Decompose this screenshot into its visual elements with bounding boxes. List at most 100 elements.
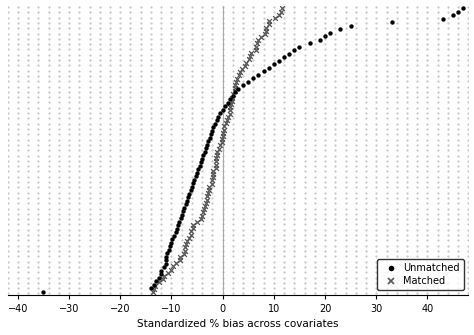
Point [203,194,211,199]
Point [200,153,207,158]
Point [223,121,230,126]
Point [296,44,303,50]
Point [347,23,355,28]
Point [206,135,214,141]
Point [228,101,235,107]
Point [216,143,224,148]
Point [214,114,221,120]
Point [179,209,186,214]
Point [189,225,196,231]
Point [321,34,329,39]
Point [236,69,244,75]
Point [176,257,183,263]
Point [150,286,158,291]
Point [172,230,179,235]
Point [229,93,237,98]
Point [246,57,253,62]
Point [200,206,208,212]
Point [212,159,219,164]
Point [280,55,288,60]
Point [257,35,264,40]
Point [215,146,223,151]
Point [250,76,257,81]
Point [193,219,201,224]
Point [439,16,447,22]
Point [231,85,239,91]
Point [199,210,207,215]
Point [147,286,155,291]
Point [235,73,243,78]
Point [220,124,228,129]
Point [247,50,255,56]
Point [167,244,174,249]
Point [242,60,249,65]
Point [278,6,285,11]
Point [192,174,200,179]
Point [165,247,173,253]
Point [169,237,176,242]
Point [213,155,220,161]
Point [186,191,193,197]
Point [159,277,167,282]
Legend: Unmatched, Matched: Unmatched, Matched [377,259,464,290]
Point [260,69,267,74]
Point [170,264,177,269]
Point [239,83,247,88]
Point [157,272,165,277]
X-axis label: Standardized % bias across covariates: Standardized % bias across covariates [137,320,339,329]
Point [227,105,234,110]
Point [178,212,185,218]
Point [210,168,217,174]
Point [449,13,457,18]
Point [263,28,270,34]
Point [291,48,298,53]
Point [160,265,167,270]
Point [209,175,216,180]
Point [246,54,254,59]
Point [219,107,227,113]
Point [164,251,171,256]
Point [228,95,236,100]
Point [198,216,205,221]
Point [183,238,191,244]
Point [187,232,194,237]
Point [327,30,334,36]
Point [187,229,194,234]
Point [181,205,188,211]
Point [265,18,273,24]
Point [275,58,283,64]
Point [40,289,47,295]
Point [149,289,157,295]
Point [181,245,189,250]
Point [205,184,213,190]
Point [272,15,279,21]
Point [205,187,213,193]
Point [193,170,201,176]
Point [202,146,210,151]
Point [232,90,239,95]
Point [459,6,467,11]
Point [265,22,273,27]
Point [306,41,313,46]
Point [388,20,395,25]
Point [173,226,180,231]
Point [151,283,159,288]
Point [224,114,231,120]
Point [160,273,168,279]
Point [285,51,293,57]
Point [213,118,220,123]
Point [174,223,182,228]
Point [191,177,198,183]
Point [238,66,246,72]
Point [175,219,183,225]
Point [201,149,209,155]
Point [204,139,212,144]
Point [220,127,228,132]
Point [455,9,462,15]
Point [170,233,178,239]
Point [263,25,270,30]
Point [152,279,160,284]
Point [252,44,260,49]
Point [226,111,234,116]
Point [234,86,242,92]
